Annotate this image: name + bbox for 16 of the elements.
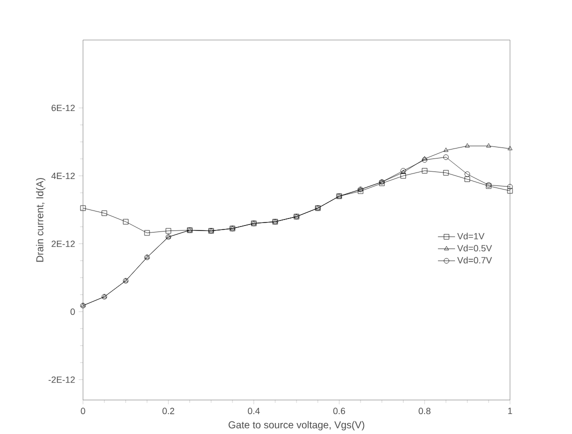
y-tick-label: -2E-12	[48, 376, 75, 383]
y-tick-label: 4E-12	[51, 172, 75, 180]
legend-label: Vd=0.5V	[457, 244, 492, 252]
legend-label: Vd=1V	[457, 232, 484, 240]
x-tick-label: 0.4	[248, 408, 260, 414]
x-axis-title: Gate to source voltage, Vgs(V)	[228, 421, 364, 431]
y-tick-label: 6E-12	[52, 104, 75, 112]
x-tick-label: 0.2	[162, 408, 174, 414]
y-tick-label: 2E-12	[52, 240, 75, 248]
y-axis-title: Drain current, Id(A)	[36, 178, 46, 262]
x-tick-label: 0	[80, 408, 86, 414]
x-tick-label: 0.6	[333, 408, 346, 414]
y-tick-label: 0	[70, 308, 75, 316]
legend-label: Vd=0.7V	[457, 256, 492, 264]
x-tick-label: 1	[508, 408, 512, 414]
x-tick-label: 0.8	[418, 408, 430, 414]
